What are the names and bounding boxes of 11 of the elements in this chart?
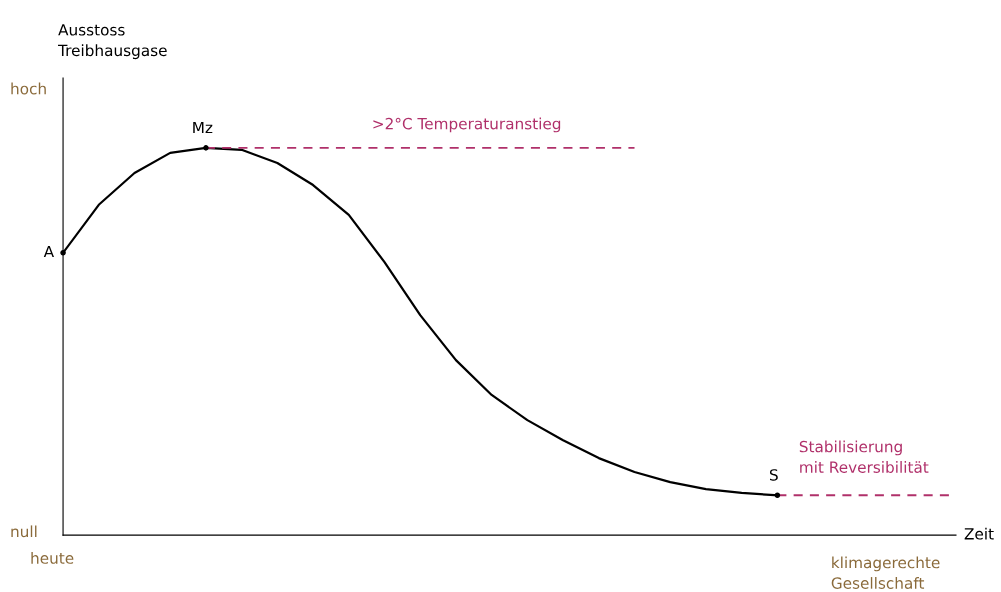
- series-label: Stabilisierung mit Reversibilität: [799, 440, 929, 473]
- annotation: S: [769, 469, 778, 481]
- series-label: >2°C Temperaturanstieg: [373, 117, 561, 133]
- text: klimagerechte Gesellschaft: [831, 556, 940, 589]
- text: null: [11, 525, 37, 538]
- text: heute: [31, 552, 74, 564]
- x-axis-title: Zeit: [964, 527, 994, 540]
- text: A: [43, 245, 55, 258]
- text: Ausstoss Treibhausgase: [58, 24, 167, 60]
- text: Mz: [193, 121, 213, 134]
- text: hoch: [11, 82, 46, 95]
